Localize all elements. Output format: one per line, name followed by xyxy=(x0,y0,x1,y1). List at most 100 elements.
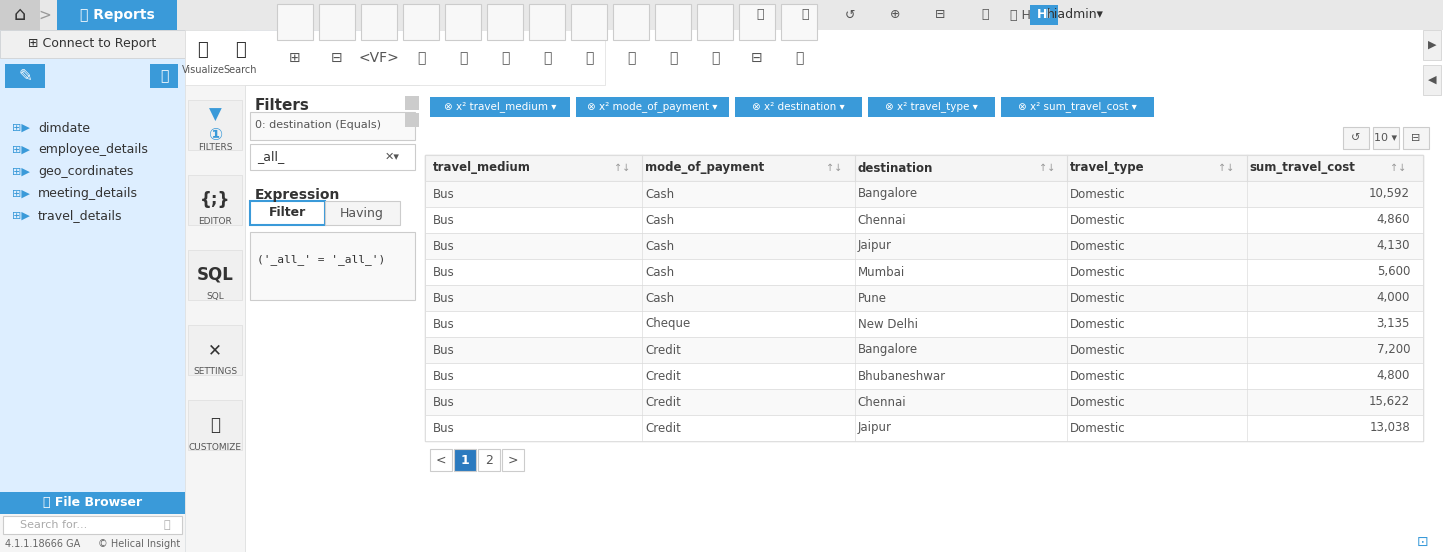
Bar xyxy=(426,259,1423,285)
Bar xyxy=(455,449,476,471)
Bar xyxy=(781,4,817,40)
Text: ⊗ x² destination ▾: ⊗ x² destination ▾ xyxy=(752,102,844,112)
Bar xyxy=(426,415,1423,441)
Text: Bus: Bus xyxy=(433,317,455,331)
Bar xyxy=(0,492,185,514)
Bar xyxy=(188,175,242,225)
Text: Search: Search xyxy=(224,65,257,75)
Text: 📁 File Browser: 📁 File Browser xyxy=(43,496,141,509)
Bar xyxy=(4,64,45,88)
Bar xyxy=(1001,97,1154,117)
Bar xyxy=(430,449,452,471)
Text: Domestic: Domestic xyxy=(1069,369,1126,383)
Text: Bangalore: Bangalore xyxy=(857,188,918,200)
Text: SQL: SQL xyxy=(196,266,234,284)
Text: 10 ▾: 10 ▾ xyxy=(1374,133,1398,143)
Text: Bus: Bus xyxy=(433,422,455,434)
Text: 📊 Reports: 📊 Reports xyxy=(79,8,154,22)
Text: Cash: Cash xyxy=(645,291,674,305)
Bar xyxy=(188,100,242,150)
Bar xyxy=(3,516,182,534)
Text: ⊞ Connect to Report: ⊞ Connect to Report xyxy=(29,38,157,50)
Text: 📉: 📉 xyxy=(501,51,509,65)
Bar xyxy=(185,30,605,85)
Text: HI: HI xyxy=(1036,8,1052,22)
Bar xyxy=(185,30,245,552)
Text: ⌂: ⌂ xyxy=(14,6,26,24)
Text: travel_details: travel_details xyxy=(38,210,123,222)
Bar xyxy=(502,449,524,471)
Text: ↑↓: ↑↓ xyxy=(827,163,843,173)
Text: ⊗ x² sum_travel_cost ▾: ⊗ x² sum_travel_cost ▾ xyxy=(1019,102,1137,113)
Text: Chennai: Chennai xyxy=(857,214,906,226)
Text: Credit: Credit xyxy=(645,343,681,357)
Text: ⊟: ⊟ xyxy=(752,51,763,65)
Bar xyxy=(430,97,570,117)
Text: <VF>: <VF> xyxy=(359,51,400,65)
Text: ⊟: ⊟ xyxy=(332,51,343,65)
Text: >: > xyxy=(508,454,518,466)
Text: 4,000: 4,000 xyxy=(1377,291,1410,305)
Text: 5,600: 5,600 xyxy=(1377,266,1410,279)
Text: dimdate: dimdate xyxy=(38,121,89,135)
Text: Cash: Cash xyxy=(645,188,674,200)
Text: ✕: ✕ xyxy=(208,341,222,359)
Bar xyxy=(426,207,1423,233)
Text: 10,592: 10,592 xyxy=(1369,188,1410,200)
Bar xyxy=(478,449,501,471)
Text: hiadmin▾: hiadmin▾ xyxy=(1046,8,1104,22)
Text: ⊕: ⊕ xyxy=(890,8,900,22)
Bar xyxy=(426,337,1423,363)
Bar xyxy=(655,4,691,40)
Text: Cheque: Cheque xyxy=(645,317,691,331)
Bar xyxy=(1030,5,1058,25)
Bar xyxy=(1343,127,1369,149)
Text: ⊟: ⊟ xyxy=(935,8,945,22)
Text: travel_medium: travel_medium xyxy=(433,162,531,174)
Text: Visualize: Visualize xyxy=(182,65,225,75)
Bar xyxy=(420,125,1443,153)
Text: 4.1.1.18666 GA: 4.1.1.18666 GA xyxy=(4,539,81,549)
Text: 🔔: 🔔 xyxy=(981,8,988,22)
Text: Bus: Bus xyxy=(433,291,455,305)
Bar xyxy=(188,325,242,375)
Text: ⊞▶: ⊞▶ xyxy=(12,167,30,177)
Text: Domestic: Domestic xyxy=(1069,291,1126,305)
Bar xyxy=(426,363,1423,389)
Text: Credit: Credit xyxy=(645,369,681,383)
Text: ⊟: ⊟ xyxy=(1411,133,1421,143)
Text: destination: destination xyxy=(857,162,934,174)
Bar xyxy=(188,400,242,450)
Text: 🔍: 🔍 xyxy=(160,69,169,83)
Text: 🖥: 🖥 xyxy=(801,8,808,22)
Text: 15,622: 15,622 xyxy=(1369,395,1410,408)
Text: <: < xyxy=(436,454,446,466)
Text: 🎨: 🎨 xyxy=(198,41,208,59)
Text: travel_type: travel_type xyxy=(1069,162,1144,174)
Text: Bus: Bus xyxy=(433,214,455,226)
Text: Jaipur: Jaipur xyxy=(857,422,892,434)
Text: ✎: ✎ xyxy=(19,67,32,85)
Text: CUSTOMIZE: CUSTOMIZE xyxy=(189,443,241,452)
Text: Domestic: Domestic xyxy=(1069,214,1126,226)
Bar xyxy=(486,4,522,40)
Text: Domestic: Domestic xyxy=(1069,422,1126,434)
Bar xyxy=(58,0,177,30)
Text: ⊞▶: ⊞▶ xyxy=(12,189,30,199)
Bar xyxy=(420,30,1443,552)
Bar xyxy=(1423,65,1442,95)
Text: ⊞: ⊞ xyxy=(289,51,300,65)
Text: ↑↓: ↑↓ xyxy=(1390,163,1405,173)
Text: 1: 1 xyxy=(460,454,469,466)
Bar xyxy=(1372,127,1400,149)
Text: 2: 2 xyxy=(485,454,494,466)
Text: Chennai: Chennai xyxy=(857,395,906,408)
Bar xyxy=(1403,127,1429,149)
Text: mode_of_payment: mode_of_payment xyxy=(645,162,765,174)
Text: Mumbai: Mumbai xyxy=(857,266,905,279)
Bar xyxy=(1423,30,1442,60)
Text: SETTINGS: SETTINGS xyxy=(193,368,237,376)
Bar xyxy=(426,181,1423,207)
Text: Credit: Credit xyxy=(645,395,681,408)
Text: {;}: {;} xyxy=(199,191,231,209)
